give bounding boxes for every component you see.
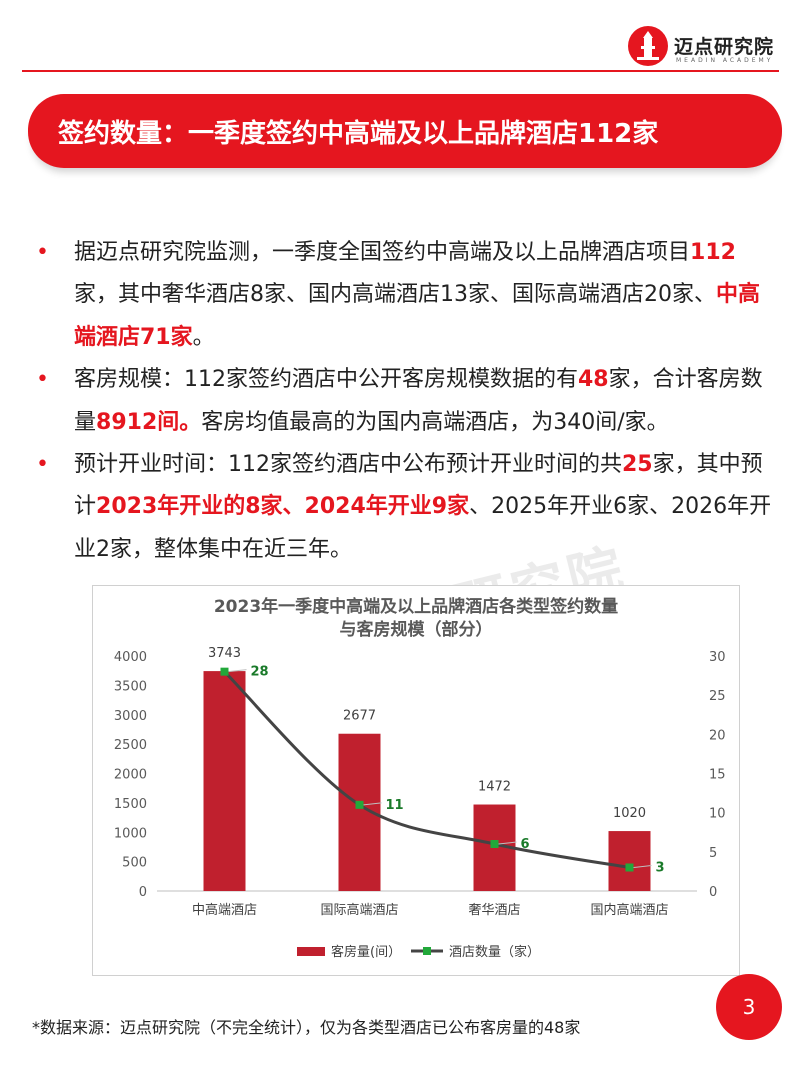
bar-data-label: 2677 [343,709,376,724]
line-data-label: 28 [251,665,269,680]
right-axis-tick: 0 [709,885,717,900]
highlight-text: 中高端酒店71家 [74,282,761,350]
logo-subtitle: MEADIN ACADEMY [676,57,774,64]
bullet-text: 。 [192,324,215,350]
left-axis-tick: 3000 [114,709,147,724]
line-data-label: 11 [386,798,404,813]
right-axis-tick: 10 [709,807,726,822]
bullet-item: • 预计开业时间：112家签约酒店中公布预计开业时间的共25家，其中预计2023年… [36,444,776,571]
left-axis-tick: 1500 [114,797,147,812]
left-axis-tick: 2500 [114,738,147,753]
bullet-text: 家，其中预计 [74,452,763,520]
chart-title-line2: 与客房规模（部分） [340,619,493,640]
category-label: 国际高端酒店 [320,902,398,918]
left-axis-tick: 3500 [114,679,147,694]
data-label-leader [498,841,517,845]
logo-name: 迈点研究院 [674,36,775,58]
bullet-dot-icon: • [36,240,49,265]
combo-chart: 2023年一季度中高端及以上品牌酒店各类型签约数量 与客房规模（部分） 0 500… [114,596,726,960]
line-hotel-count [223,670,630,869]
header-divider [22,70,779,72]
bullet-list: • 据迈点研究院监测，一季度全国签约中高端及以上品牌酒店项目112 家，其中奢华酒店… [36,232,776,571]
bullet-dot-icon: • [36,452,49,478]
category-label: 国内高端酒店 [590,902,668,918]
category-label: 奢华酒店 [468,903,520,918]
highlight-text: 48 [578,367,609,393]
left-axis-tick: 500 [122,856,147,871]
bar-data-label: 1020 [613,806,646,821]
bullet-item: • 客房规模：112家签约酒店中公开客房规模数据的有48家，合计客房数量8912间… [36,359,776,444]
line-point-marker [490,840,499,848]
left-axis-tick: 1000 [114,826,147,841]
left-axis-tick: 4000 [114,650,147,665]
left-axis-tick: 2000 [114,768,147,783]
category-label: 中高端酒店 [192,902,257,918]
right-axis-tick: 5 [709,846,717,861]
legend-label-line: 酒店数量（家） [449,944,540,960]
bullet-text: 客房均值最高的为国内高端酒店，为340间/家。 [201,409,669,435]
right-axis-tick: 20 [709,728,726,743]
left-axis-tick: 0 [139,885,147,900]
highlight-text: 2023年开业的8家、2024年开业9家 [96,494,470,520]
bullet-text: 客房规模：112家签约酒店中公开客房规模数据的有 [74,367,578,393]
data-label-leader [363,802,382,806]
line-data-label: 3 [656,861,665,876]
title-banner: 签约数量：一季度签约中高端及以上品牌酒店112家 [28,94,782,168]
data-label-leader [633,865,652,868]
legend-swatch-bar [297,947,325,956]
data-label-leader [228,669,247,673]
bar-data-label: 3743 [208,646,241,661]
chart-container: 2023年一季度中高端及以上品牌酒店各类型签约数量 与客房规模（部分） 0 500… [92,585,740,976]
line-point-marker [355,800,364,809]
highlight-text: 25 [622,452,653,478]
highlight-text: 112 [690,240,736,265]
bar-room-count [608,831,651,891]
bar-room-count [203,671,246,891]
page-title: 签约数量：一季度签约中高端及以上品牌酒店112家 [58,119,659,149]
bullet-text: 家，其中奢华酒店8家、国内高端酒店13家、国际高端酒店20家、 [74,282,716,308]
logo-icon [628,26,668,66]
highlight-text: 8912间。 [96,409,202,435]
bullet-text: 据迈点研究院监测，一季度全国签约中高端及以上品牌酒店项目 [74,240,691,265]
right-axis-tick: 15 [709,768,726,783]
legend-swatch-marker [423,947,431,955]
right-axis-tick: 25 [709,689,726,704]
data-source-footnote: *数据来源：迈点研究院（不完全统计），仅为各类型酒店已公布客房量的48家 [32,1018,581,1037]
bar-data-label: 1472 [478,780,511,795]
brand-logo: 迈点研究院 MEADIN ACADEMY [628,26,788,70]
page-number: 3 [716,974,782,1040]
line-data-label: 6 [521,837,530,852]
bullet-text: 家，合计客房数量 [74,367,763,435]
bullet-text: 、2025年开业6家、2026年开业2家，整体集中在近三年。 [74,494,772,562]
line-point-marker [625,863,634,872]
legend-label-bar: 客房量(间） [331,944,401,960]
chart-title-line1: 2023年一季度中高端及以上品牌酒店各类型签约数量 [214,596,618,617]
right-axis-tick: 30 [709,650,726,665]
line-point-marker [220,667,229,676]
bullet-item: • 据迈点研究院监测，一季度全国签约中高端及以上品牌酒店项目112 家，其中奢华酒店… [36,232,776,359]
bullet-dot-icon: • [36,367,49,393]
bullet-text: 预计开业时间：112家签约酒店中公布预计开业时间的共 [74,452,622,478]
